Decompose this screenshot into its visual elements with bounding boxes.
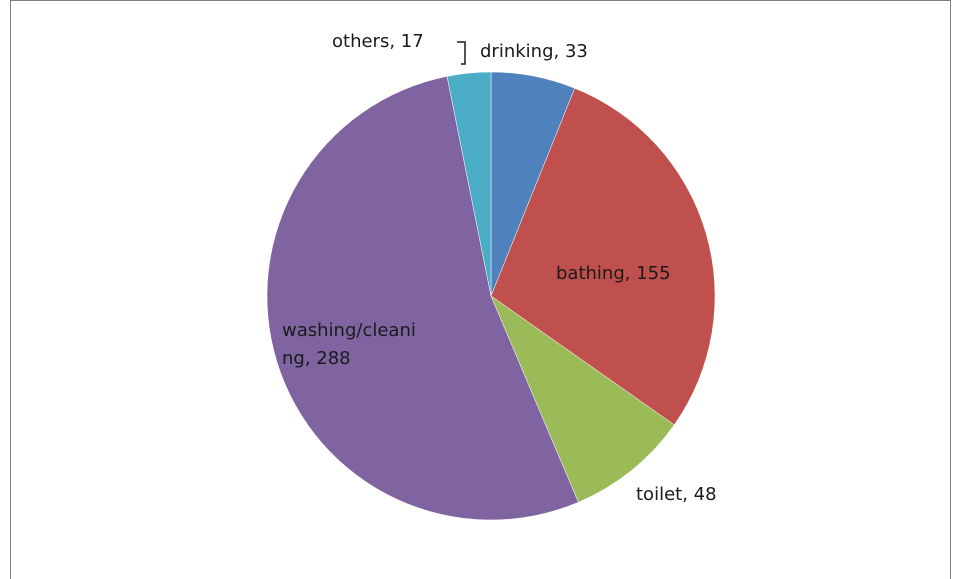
data-label-toilet: toilet, 48	[636, 484, 717, 505]
pie-data-labels: drinking, 33 bathing, 155 toilet, 48 washin…	[282, 31, 717, 505]
data-label-washing-cleaning: washing/cleani ng, 288	[282, 320, 416, 369]
pie-slice-others	[446, 71, 492, 297]
pie-slice-washing-cleaning	[266, 76, 579, 521]
pie-slices	[266, 71, 716, 521]
leader-line-others	[457, 41, 466, 65]
data-label-bathing: bathing, 155	[556, 263, 671, 284]
pie-slice-toilet	[490, 295, 675, 503]
data-label-drinking: drinking, 33	[480, 41, 588, 62]
data-label-others: others, 17	[332, 31, 424, 52]
pie-slice-bathing	[490, 87, 716, 426]
